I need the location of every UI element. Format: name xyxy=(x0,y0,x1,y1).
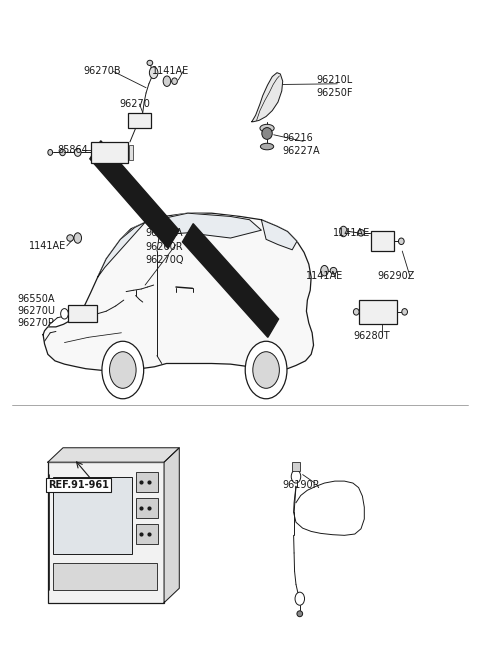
Ellipse shape xyxy=(48,150,53,156)
Text: 96559A: 96559A xyxy=(145,228,182,238)
Polygon shape xyxy=(43,214,313,371)
Text: 96260R: 96260R xyxy=(145,241,183,252)
Bar xyxy=(136,472,158,492)
Text: 96270B: 96270B xyxy=(84,67,121,76)
Circle shape xyxy=(340,226,347,237)
Bar xyxy=(91,142,128,163)
Text: 85864: 85864 xyxy=(57,145,88,155)
Ellipse shape xyxy=(297,611,302,617)
Text: 96270P: 96270P xyxy=(17,318,54,328)
Text: 96270: 96270 xyxy=(119,99,150,109)
Polygon shape xyxy=(97,222,145,277)
Ellipse shape xyxy=(60,149,65,156)
Bar xyxy=(53,476,132,554)
Polygon shape xyxy=(90,141,179,248)
Text: 96550A: 96550A xyxy=(17,295,55,304)
Bar xyxy=(68,305,97,322)
Ellipse shape xyxy=(147,60,153,65)
Circle shape xyxy=(253,352,279,388)
Polygon shape xyxy=(48,447,179,462)
Text: 96190R: 96190R xyxy=(283,480,320,490)
Circle shape xyxy=(163,76,171,86)
Ellipse shape xyxy=(260,125,274,132)
Text: 96227A: 96227A xyxy=(283,146,320,156)
Ellipse shape xyxy=(172,78,178,84)
Text: 96216: 96216 xyxy=(283,133,313,143)
Text: 96280T: 96280T xyxy=(354,331,391,341)
Ellipse shape xyxy=(330,268,337,274)
Text: 96250F: 96250F xyxy=(316,88,352,98)
Ellipse shape xyxy=(402,308,408,315)
Text: 96290Z: 96290Z xyxy=(378,271,415,281)
Bar xyxy=(371,231,394,251)
Polygon shape xyxy=(252,72,283,122)
Text: REF.91-961: REF.91-961 xyxy=(48,480,109,490)
Bar xyxy=(53,563,157,590)
Circle shape xyxy=(102,341,144,399)
Polygon shape xyxy=(145,214,261,238)
Ellipse shape xyxy=(262,128,272,139)
Circle shape xyxy=(291,470,301,483)
Polygon shape xyxy=(164,447,179,602)
Ellipse shape xyxy=(353,308,359,315)
Ellipse shape xyxy=(398,238,404,244)
Bar xyxy=(136,524,158,544)
Text: 96270U: 96270U xyxy=(17,306,55,316)
Text: 96270Q: 96270Q xyxy=(145,255,184,265)
Bar xyxy=(359,300,396,324)
Text: 1141AE: 1141AE xyxy=(306,271,344,281)
Circle shape xyxy=(74,233,82,243)
Circle shape xyxy=(109,352,136,388)
Ellipse shape xyxy=(74,148,81,156)
Text: 1141AE: 1141AE xyxy=(29,241,66,251)
Text: 1141AE: 1141AE xyxy=(333,228,370,238)
Bar xyxy=(48,462,164,602)
Bar xyxy=(136,498,158,518)
Polygon shape xyxy=(261,219,297,250)
Ellipse shape xyxy=(261,143,274,150)
Text: 1141AE: 1141AE xyxy=(152,67,190,76)
Bar xyxy=(128,113,151,129)
Bar xyxy=(292,462,300,471)
Circle shape xyxy=(321,266,328,276)
Circle shape xyxy=(295,592,304,605)
Bar xyxy=(129,145,133,159)
Ellipse shape xyxy=(358,229,364,236)
Polygon shape xyxy=(182,223,278,337)
Circle shape xyxy=(60,308,68,319)
Ellipse shape xyxy=(67,235,73,241)
Circle shape xyxy=(149,67,158,78)
Text: 96210L: 96210L xyxy=(316,75,352,85)
Circle shape xyxy=(245,341,287,399)
